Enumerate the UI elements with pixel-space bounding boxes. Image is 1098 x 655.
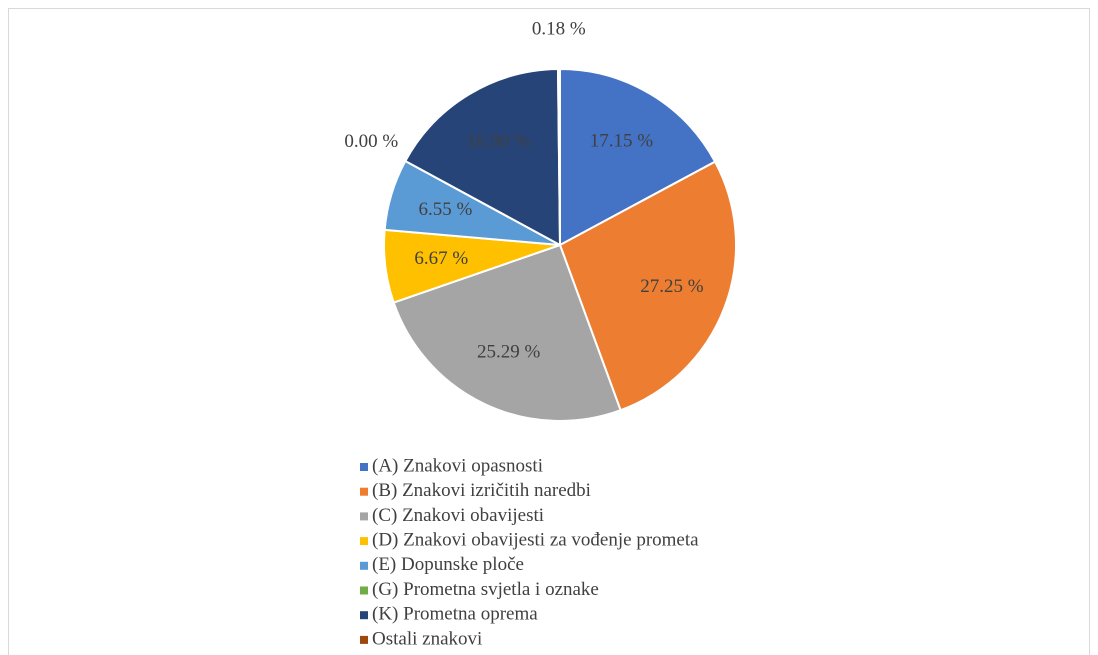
legend-marker xyxy=(360,512,368,521)
pie-slice xyxy=(559,67,717,247)
legend-label: (G) Prometna svjetla i oznake xyxy=(372,579,599,600)
pie-slice xyxy=(403,67,562,247)
legend-label: (C) Znakovi obavijesti xyxy=(372,505,544,526)
data-label: 6.55 % xyxy=(418,199,472,220)
legend-label: (B) Znakovi izričitih naredbi xyxy=(372,480,591,501)
legend-marker xyxy=(360,487,368,496)
legend-label: (E) Dopunske ploče xyxy=(372,554,524,575)
data-label: 27.25 % xyxy=(640,276,704,297)
legend-marker xyxy=(360,463,368,471)
legend-marker xyxy=(360,561,368,570)
data-label: 17.15 % xyxy=(590,131,654,152)
legend-label: (K) Prometna oprema xyxy=(372,604,538,625)
legend-marker xyxy=(360,635,368,644)
data-label: 0.00 % xyxy=(344,131,398,152)
legend-label: (A) Znakovi opasnosti xyxy=(372,455,543,476)
legend-label: Ostali znakovi xyxy=(372,628,482,649)
pie-slice xyxy=(556,67,561,246)
pie-slice xyxy=(392,243,622,422)
pie-slice xyxy=(558,160,737,412)
legend-marker xyxy=(360,611,368,620)
legend-label: (D) Znakovi obavijesti za vođenje promet… xyxy=(372,529,699,550)
legend-marker xyxy=(360,586,368,595)
data-label: 6.67 % xyxy=(414,248,468,269)
data-label: 16.90 % xyxy=(467,131,531,152)
legend-marker xyxy=(360,537,368,546)
data-label: 0.18 % xyxy=(532,19,586,40)
data-label: 25.29 % xyxy=(477,341,541,362)
